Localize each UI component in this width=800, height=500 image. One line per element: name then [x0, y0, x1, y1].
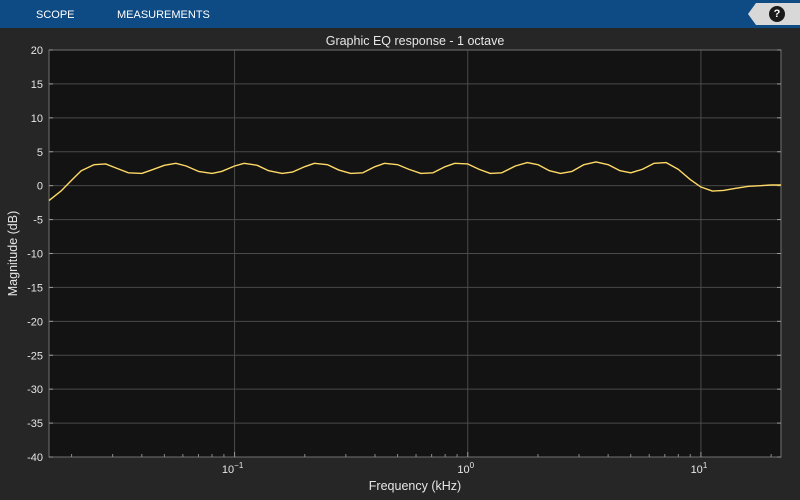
y-tick-label: 0: [37, 181, 43, 193]
y-axis-ticks: 20 15 10 5 0 -5 -10 -15 -20 -25 -30 -35 -40: [27, 45, 781, 464]
y-tick-label: 10: [31, 113, 43, 125]
y-axis-label: Magnitude (dB): [6, 211, 20, 296]
toolbar: SCOPE MEASUREMENTS ?: [0, 0, 800, 28]
y-tick-label: -20: [27, 316, 43, 328]
y-tick-label: -25: [27, 350, 43, 362]
y-tick-label: -30: [27, 384, 43, 396]
chart-title: Graphic EQ response - 1 octave: [326, 34, 505, 48]
y-tick-label: 5: [37, 147, 43, 159]
help-panel-arrow: [748, 3, 756, 25]
series-line: [48, 161, 781, 202]
tab-scope[interactable]: SCOPE: [36, 9, 75, 21]
y-tick-label: -15: [27, 282, 43, 294]
y-tick-label: -5: [33, 215, 43, 227]
grid: [49, 49, 781, 458]
x-axis-label: Frequency (kHz): [369, 479, 461, 493]
help-panel: ?: [756, 3, 800, 25]
y-tick-label: 20: [31, 45, 43, 57]
question-mark-icon[interactable]: ?: [769, 6, 785, 22]
help-area: ?: [748, 0, 800, 28]
y-tick-label: -35: [27, 418, 43, 430]
y-tick-label: 15: [31, 79, 43, 91]
y-tick-label: -10: [27, 249, 43, 261]
tab-measurements[interactable]: MEASUREMENTS: [117, 9, 210, 21]
y-tick-label: -40: [27, 452, 43, 464]
